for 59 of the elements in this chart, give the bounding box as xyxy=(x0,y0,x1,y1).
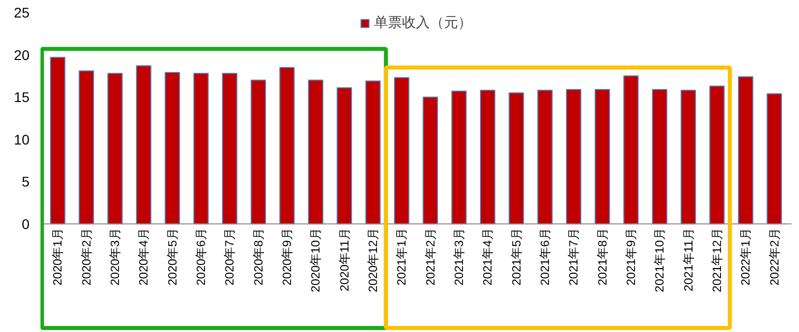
x-tick-label: 2020年2月 xyxy=(79,228,94,286)
x-tick-label: 2022年2月 xyxy=(767,228,782,286)
bar xyxy=(279,66,295,224)
bar xyxy=(508,92,524,224)
bar xyxy=(566,88,582,224)
bar xyxy=(336,87,352,224)
x-tick-label: 2022年1月 xyxy=(738,228,753,286)
bar xyxy=(78,70,94,224)
bar xyxy=(766,93,782,224)
legend-label: 单票收入（元） xyxy=(374,14,472,32)
x-tick-label: 2020年7月 xyxy=(222,228,237,286)
x-tick-label: 2021年12月 xyxy=(710,228,724,292)
y-tick-label: 10 xyxy=(14,131,30,148)
x-tick-label: 2021年6月 xyxy=(538,228,552,286)
x-tick-label: 2020年11月 xyxy=(337,228,352,292)
bar xyxy=(422,96,438,224)
bar xyxy=(164,72,180,224)
x-tick-label: 2021年10月 xyxy=(652,228,667,292)
x-tick-label: 2021年4月 xyxy=(480,228,495,286)
y-tick-label: 20 xyxy=(14,46,30,63)
x-tick-label: 2020年3月 xyxy=(108,228,122,286)
x-tick-label: 2020年10月 xyxy=(308,228,323,292)
y-tick-label: 5 xyxy=(22,174,30,190)
bar xyxy=(738,76,754,224)
x-tick-label: 2021年8月 xyxy=(595,228,610,286)
bar xyxy=(394,77,410,224)
x-tick-label: 2021年7月 xyxy=(566,228,581,286)
bar xyxy=(193,72,209,224)
x-tick-label: 2020年9月 xyxy=(280,228,294,286)
x-tick-label: 2021年3月 xyxy=(452,228,466,286)
bar xyxy=(623,75,639,224)
y-tick-label: 15 xyxy=(14,89,30,106)
x-tick-label: 2021年2月 xyxy=(423,228,438,286)
bar xyxy=(680,90,696,224)
x-tick-label: 2020年12月 xyxy=(366,228,380,292)
x-tick-label: 2021年1月 xyxy=(394,228,409,286)
bar xyxy=(365,80,381,224)
x-tick-label: 2021年9月 xyxy=(624,228,638,286)
y-tick-label: 0 xyxy=(22,216,30,232)
y-tick-label: 25 xyxy=(14,4,30,20)
x-tick-label: 2021年11月 xyxy=(681,228,696,292)
bar xyxy=(652,88,668,224)
bar xyxy=(250,80,266,224)
x-tick-label: 2020年8月 xyxy=(251,228,266,286)
bar xyxy=(50,56,66,224)
x-tick-label: 2020年1月 xyxy=(50,228,65,286)
bar xyxy=(451,90,467,224)
x-tick-label: 2020年5月 xyxy=(165,228,180,286)
bar xyxy=(537,90,553,224)
bar xyxy=(594,88,610,224)
bar xyxy=(308,80,324,224)
x-tick-label: 2020年6月 xyxy=(194,228,208,286)
bar xyxy=(222,72,238,224)
bar xyxy=(480,90,496,224)
x-tick-label: 2020年4月 xyxy=(136,228,151,286)
bar xyxy=(136,65,152,224)
bar xyxy=(709,86,725,224)
x-tick-label: 2021年5月 xyxy=(509,228,524,286)
bar xyxy=(107,72,123,224)
